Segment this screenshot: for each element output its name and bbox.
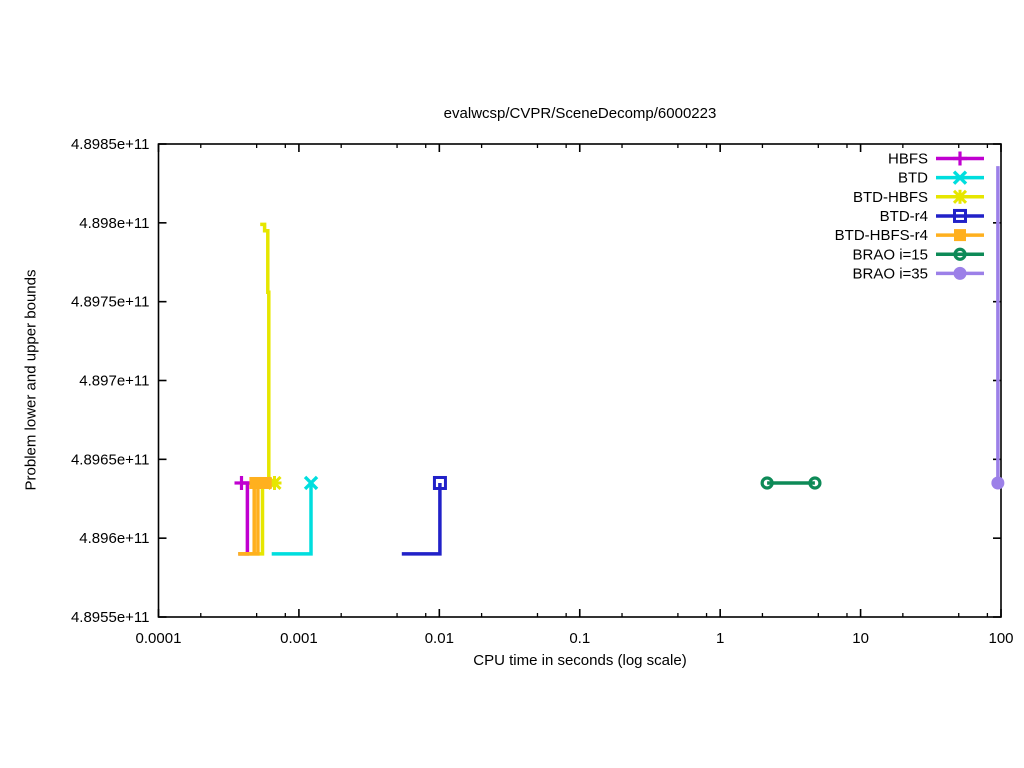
series-line-BTD-r4 [401,483,442,556]
series-line-HBFS [238,483,250,556]
marker-circle-open-of-BRAO i=15 [808,476,822,490]
x-tick-label: 0.1 [569,630,590,647]
x-tick-label: 0.01 [425,630,454,647]
legend-label-BTD-HBFS-r4: BTD-HBFS-r4 [835,227,928,244]
y-tick-label: 4.898e+11 [79,215,149,232]
x-tick-label: 0.001 [280,630,318,647]
x-axis-label: CPU time in seconds (log scale) [473,652,687,669]
marker-square-filled-of-BTD-HBFS-r4 [249,476,262,489]
marker-cross-legend-BTD [952,170,968,185]
plot-border [157,143,1002,618]
legend-label-BTD: BTD [898,170,928,187]
y-tick-label: 4.897e+11 [79,373,149,390]
x-tick-label: 10 [852,630,869,647]
marker-square-open-of-BTD-r4 [432,475,447,490]
legend-label-BRAO i=35: BRAO i=35 [853,265,928,282]
series-line-BTD [271,483,313,556]
legend-label-BTD-r4: BTD-r4 [880,208,928,225]
legend-label-BTD-HBFS: BTD-HBFS [853,189,928,206]
marker-square-open-legend-BTD-r4 [953,208,967,223]
marker-circle-filled-legend-BRAO i=35 [953,266,967,280]
y-tick-label: 4.8975e+11 [71,294,150,311]
legend-label-BRAO i=15: BRAO i=15 [853,246,928,263]
x-tick-label: 1 [716,630,724,647]
marker-circle-open-legend-BRAO i=15 [953,247,967,261]
x-tick-label: 0.0001 [136,630,182,647]
marker-cross-of-BTD [303,475,319,491]
series-line-BTD-HBFS [260,222,275,485]
marker-square-filled-of-BTD-HBFS-r4 [259,476,272,489]
chart-title: evalwcsp/CVPR/SceneDecomp/6000223 [443,105,717,122]
y-tick-label: 4.8985e+11 [71,136,150,153]
marker-square-filled-legend-BTD-HBFS-r4 [954,229,966,242]
marker-circle-filled-of-BRAO i=35 [991,476,1005,490]
marker-circle-open-of-BRAO i=15 [760,476,774,490]
y-tick-label: 4.8955e+11 [71,609,150,626]
y-tick-label: 4.8965e+11 [71,451,150,468]
legend-label-HBFS: HBFS [888,151,928,168]
x-tick-label: 100 [988,630,1013,647]
y-tick-label: 4.896e+11 [79,530,149,547]
